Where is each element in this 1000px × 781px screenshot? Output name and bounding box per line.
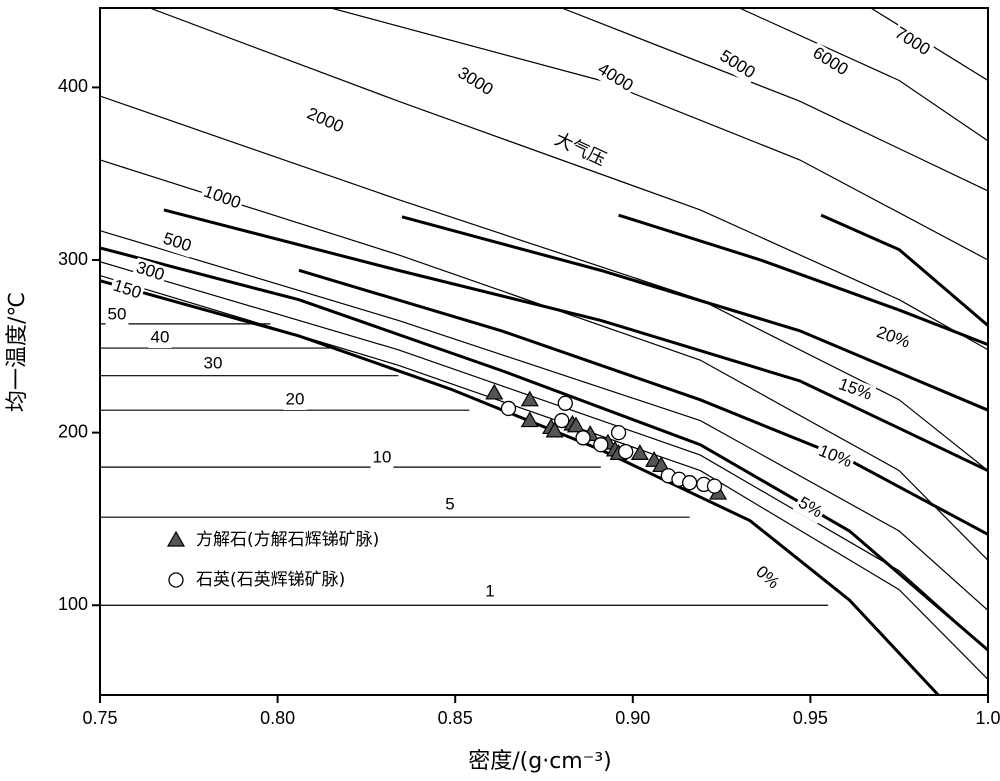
curve-label: 500 bbox=[161, 229, 194, 256]
triangle-marker bbox=[566, 416, 586, 433]
x-tick-label: 0.75 bbox=[82, 708, 117, 728]
circle-marker bbox=[593, 437, 609, 453]
legend-label: 方解石(方解石辉锑矿脉) bbox=[196, 530, 379, 550]
y-tick-label: 400 bbox=[58, 76, 88, 96]
curve-label: 150 bbox=[111, 276, 144, 303]
circle-marker bbox=[575, 430, 591, 446]
circle-marker bbox=[168, 572, 184, 588]
curve-label: 50 bbox=[108, 304, 127, 323]
x-tick-label: 1.0 bbox=[975, 708, 1000, 728]
curve-label-bg bbox=[443, 495, 457, 515]
curve-label-bg bbox=[370, 448, 394, 468]
curve-label: 1 bbox=[485, 581, 494, 600]
curve-label-bg bbox=[749, 561, 785, 595]
y-tick-label: 200 bbox=[58, 421, 88, 441]
circle-marker bbox=[618, 443, 634, 460]
x-tick-label: 0.85 bbox=[438, 708, 473, 728]
circle-marker bbox=[610, 424, 627, 441]
curve-label-bg bbox=[283, 390, 307, 410]
curve-label-bg bbox=[301, 103, 349, 139]
isobar-line bbox=[739, 8, 988, 142]
circle-marker bbox=[681, 475, 698, 491]
curve-label-bg bbox=[451, 62, 499, 102]
curve-label: 20 bbox=[286, 389, 305, 408]
isochore-line bbox=[298, 268, 988, 536]
annotation: 大气压 bbox=[551, 129, 609, 171]
curve-label-bg bbox=[813, 440, 857, 474]
isochore-line bbox=[820, 213, 988, 327]
curve-label: 30 bbox=[204, 353, 223, 372]
x-tick-label: 0.80 bbox=[260, 708, 295, 728]
curve-label-bg bbox=[591, 58, 639, 98]
isobar-line bbox=[100, 261, 988, 651]
curve-label: 40 bbox=[151, 327, 170, 346]
curve-label-bg bbox=[158, 228, 196, 258]
triangle-marker bbox=[520, 390, 539, 407]
curve-label: 300 bbox=[134, 258, 167, 285]
curve-label-bg bbox=[198, 181, 246, 215]
isobar-line bbox=[149, 8, 988, 351]
curve-label-bg bbox=[105, 305, 129, 325]
y-axis-label: 均一温度/℃ bbox=[5, 292, 30, 412]
curve-label-bg bbox=[792, 492, 828, 524]
x-tick-label: 0.90 bbox=[615, 708, 650, 728]
x-tick-label: 0.95 bbox=[793, 708, 828, 728]
circle-marker bbox=[557, 395, 573, 411]
x-axis-label: 密度/(g·cm⁻³) bbox=[468, 749, 612, 774]
curve-label-bg bbox=[483, 582, 497, 602]
circle-marker bbox=[554, 412, 570, 429]
curve-label-bg bbox=[888, 22, 936, 62]
isochore-line bbox=[163, 208, 988, 472]
legend-label: 石英(石英辉锑矿脉) bbox=[196, 570, 345, 590]
curve-label-bg bbox=[713, 45, 761, 85]
isobar-line bbox=[561, 8, 988, 192]
curve-label-bg bbox=[148, 328, 172, 348]
circle-marker bbox=[706, 478, 723, 494]
isochore-line bbox=[100, 246, 988, 652]
curve-label-bg bbox=[871, 322, 915, 354]
isobar-line bbox=[100, 159, 988, 561]
isochore-line bbox=[401, 215, 988, 412]
curve-label-bg bbox=[108, 275, 146, 305]
y-tick-label: 100 bbox=[58, 594, 88, 614]
triangle-marker bbox=[166, 530, 186, 547]
curve-label: 5 bbox=[445, 494, 454, 513]
isobar-line bbox=[100, 274, 988, 680]
triangle-marker bbox=[520, 411, 539, 428]
curve-label: 10 bbox=[373, 447, 392, 466]
curve-label: 5% bbox=[795, 493, 826, 522]
isochore-line bbox=[100, 279, 940, 695]
isobar-line bbox=[100, 230, 988, 611]
curve-label-bg bbox=[201, 354, 225, 374]
isobar-line bbox=[330, 8, 988, 261]
triangle-marker bbox=[630, 444, 649, 460]
circle-marker bbox=[500, 400, 517, 417]
plot-frame bbox=[99, 7, 989, 696]
curve-label-bg bbox=[806, 42, 854, 82]
curve-label: 0% bbox=[752, 562, 783, 593]
triangle-marker bbox=[652, 456, 671, 473]
y-tick-label: 300 bbox=[58, 249, 88, 269]
curves bbox=[100, 8, 988, 695]
curve-label-bg bbox=[833, 374, 877, 406]
triangle-marker bbox=[485, 383, 504, 400]
triangle-marker bbox=[545, 421, 564, 438]
isochore-line bbox=[618, 213, 988, 346]
curve-label-bg bbox=[131, 257, 169, 287]
